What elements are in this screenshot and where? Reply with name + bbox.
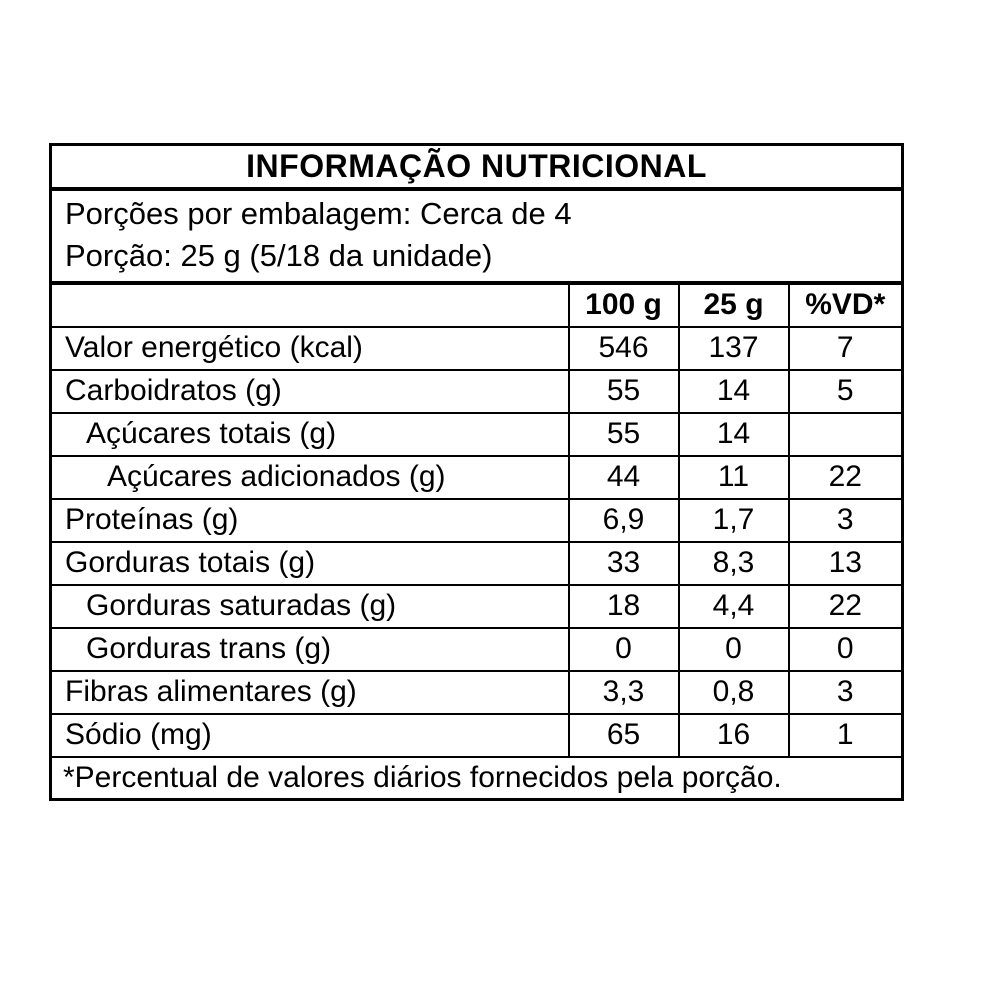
value-vd: 0 xyxy=(787,626,904,672)
nutrition-label: INFORMAÇÃO NUTRICIONAL Porções por embal… xyxy=(49,143,905,801)
value-100g: 55 xyxy=(567,368,680,414)
value-100g: 65 xyxy=(567,712,680,758)
value-25g: 4,4 xyxy=(677,583,790,629)
table-row: Açúcares adicionados (g) 44 11 22 xyxy=(49,454,904,500)
row-label: Valor energético (kcal) xyxy=(49,325,570,371)
table-row: Açúcares totais (g) 55 14 xyxy=(49,411,904,457)
value-vd: 7 xyxy=(787,325,904,371)
serving-info: Porções por embalagem: Cerca de 4 Porção… xyxy=(49,187,904,285)
value-vd: 3 xyxy=(787,497,904,543)
value-100g: 55 xyxy=(567,411,680,457)
value-vd: 1 xyxy=(787,712,904,758)
value-25g: 16 xyxy=(677,712,790,758)
col-header-empty xyxy=(49,281,570,328)
col-header-vd: %VD* xyxy=(787,281,904,328)
row-label: Gorduras totais (g) xyxy=(49,540,570,586)
value-100g: 44 xyxy=(567,454,680,500)
row-label: Açúcares totais (g) xyxy=(49,411,570,457)
value-vd xyxy=(787,411,904,457)
table-row: Proteínas (g) 6,9 1,7 3 xyxy=(49,497,904,543)
col-header-25g: 25 g xyxy=(677,281,790,328)
value-vd: 3 xyxy=(787,669,904,715)
serving-size: Porção: 25 g (5/18 da unidade) xyxy=(65,237,493,273)
value-100g: 546 xyxy=(567,325,680,371)
table-row: Carboidratos (g) 55 14 5 xyxy=(49,368,904,414)
value-vd: 22 xyxy=(787,583,904,629)
value-vd: 5 xyxy=(787,368,904,414)
nutrition-table: INFORMAÇÃO NUTRICIONAL Porções por embal… xyxy=(49,143,905,801)
row-label: Gorduras saturadas (g) xyxy=(49,583,570,629)
title-row: INFORMAÇÃO NUTRICIONAL xyxy=(49,143,904,191)
value-25g: 14 xyxy=(677,368,790,414)
table-row: Fibras alimentares (g) 3,3 0,8 3 xyxy=(49,669,904,715)
footnote-row: *Percentual de valores diários fornecido… xyxy=(49,755,904,801)
value-100g: 0 xyxy=(567,626,680,672)
table-title: INFORMAÇÃO NUTRICIONAL xyxy=(49,143,904,191)
value-100g: 33 xyxy=(567,540,680,586)
servings-per-package: Porções por embalagem: Cerca de 4 xyxy=(65,195,572,231)
value-100g: 18 xyxy=(567,583,680,629)
row-label: Açúcares adicionados (g) xyxy=(49,454,570,500)
table-row: Gorduras trans (g) 0 0 0 xyxy=(49,626,904,672)
value-25g: 14 xyxy=(677,411,790,457)
value-25g: 137 xyxy=(677,325,790,371)
table-row: Gorduras saturadas (g) 18 4,4 22 xyxy=(49,583,904,629)
table-row: Sódio (mg) 65 16 1 xyxy=(49,712,904,758)
row-label: Fibras alimentares (g) xyxy=(49,669,570,715)
value-25g: 11 xyxy=(677,454,790,500)
value-25g: 8,3 xyxy=(677,540,790,586)
value-100g: 6,9 xyxy=(567,497,680,543)
value-100g: 3,3 xyxy=(567,669,680,715)
row-label: Sódio (mg) xyxy=(49,712,570,758)
row-label: Gorduras trans (g) xyxy=(49,626,570,672)
row-label: Carboidratos (g) xyxy=(49,368,570,414)
serving-info-row: Porções por embalagem: Cerca de 4 Porção… xyxy=(49,187,904,285)
value-25g: 0,8 xyxy=(677,669,790,715)
col-header-100g: 100 g xyxy=(567,281,680,328)
value-25g: 1,7 xyxy=(677,497,790,543)
value-25g: 0 xyxy=(677,626,790,672)
table-row: Valor energético (kcal) 546 137 7 xyxy=(49,325,904,371)
footnote: *Percentual de valores diários fornecido… xyxy=(49,755,904,801)
table-row: Gorduras totais (g) 33 8,3 13 xyxy=(49,540,904,586)
value-vd: 22 xyxy=(787,454,904,500)
column-header-row: 100 g 25 g %VD* xyxy=(49,281,904,328)
value-vd: 13 xyxy=(787,540,904,586)
row-label: Proteínas (g) xyxy=(49,497,570,543)
